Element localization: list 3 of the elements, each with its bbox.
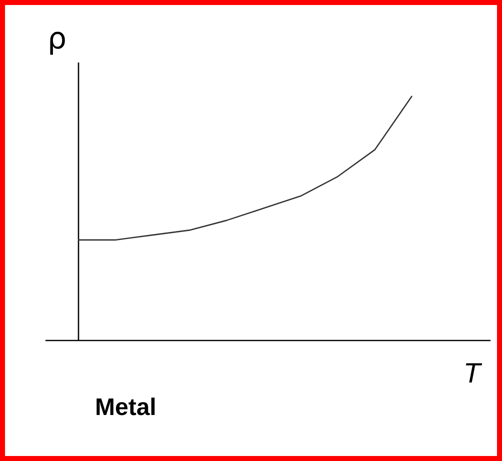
y-axis-title: ρ — [47, 22, 66, 56]
text: Metal — [95, 394, 156, 421]
x-axis-title: T — [463, 358, 482, 388]
